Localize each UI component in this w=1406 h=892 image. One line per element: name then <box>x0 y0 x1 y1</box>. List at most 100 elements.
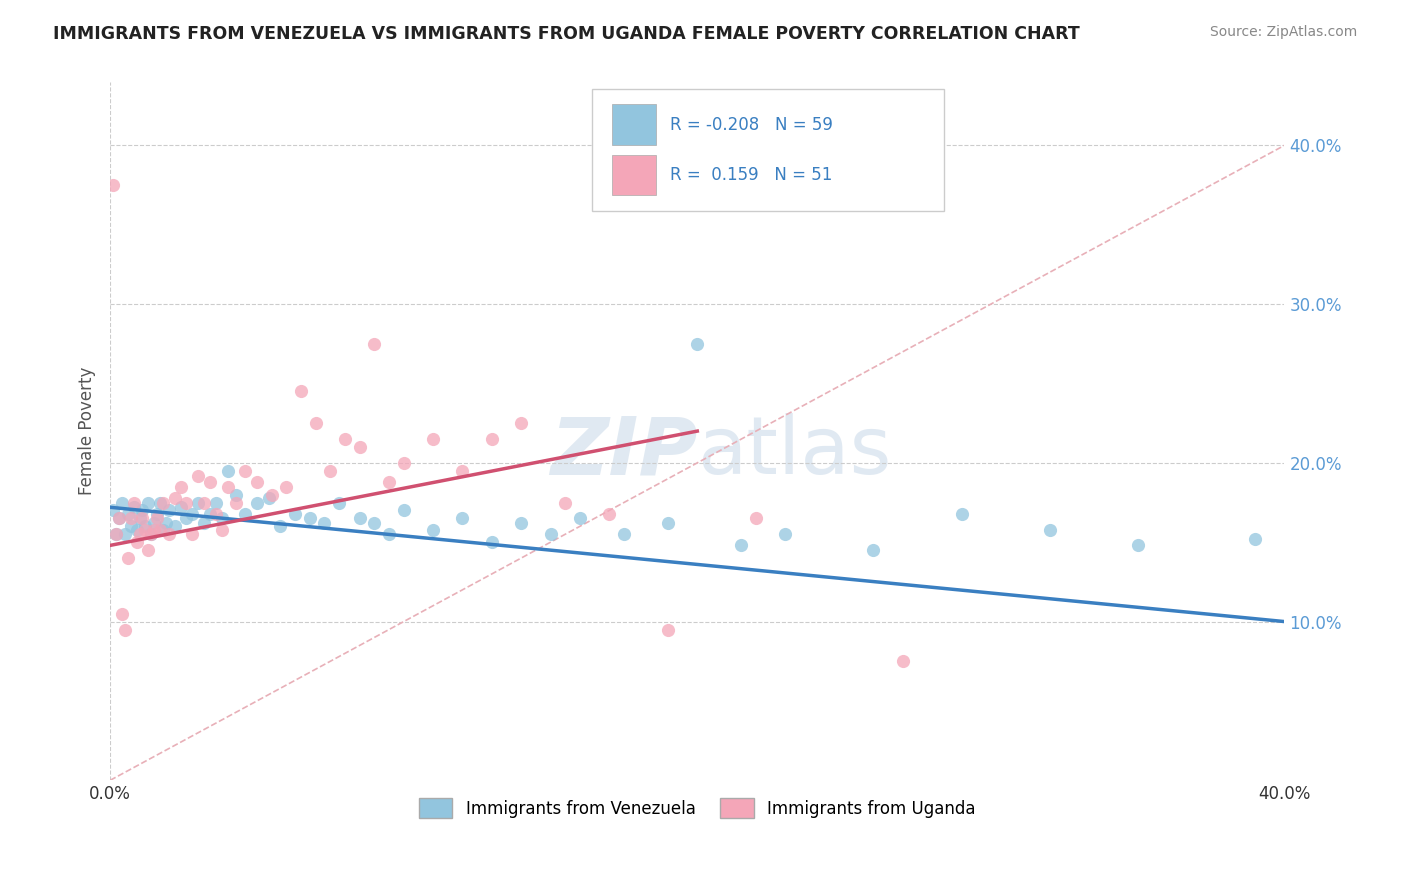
Point <box>143 516 166 531</box>
Point <box>157 527 180 541</box>
Point <box>328 495 350 509</box>
Point <box>205 507 228 521</box>
Point <box>155 516 177 531</box>
Point <box>1244 532 1267 546</box>
Point <box>187 495 209 509</box>
Point <box>298 511 321 525</box>
Point <box>163 491 186 505</box>
Point <box>378 475 401 489</box>
Point <box>554 495 576 509</box>
Point <box>363 336 385 351</box>
Point <box>117 507 139 521</box>
Point <box>363 516 385 531</box>
Point <box>349 511 371 525</box>
Point <box>233 507 256 521</box>
Point <box>217 480 239 494</box>
Point <box>198 475 221 489</box>
Point <box>598 507 620 521</box>
Point <box>613 527 636 541</box>
Point <box>128 527 150 541</box>
Point <box>131 511 153 525</box>
Point <box>108 511 131 525</box>
Point <box>146 511 169 525</box>
Point <box>149 523 172 537</box>
Point <box>730 538 752 552</box>
Point <box>1126 538 1149 552</box>
Point <box>290 384 312 399</box>
Point <box>105 527 128 541</box>
Point <box>211 523 233 537</box>
Point <box>122 495 145 509</box>
Y-axis label: Female Poverty: Female Poverty <box>79 367 96 495</box>
Text: ZIP: ZIP <box>550 413 697 491</box>
Point <box>193 495 215 509</box>
Point <box>1038 523 1060 537</box>
Point <box>284 507 307 521</box>
Point <box>891 654 914 668</box>
Point <box>246 475 269 489</box>
Point <box>120 519 142 533</box>
Point <box>114 527 136 541</box>
Point <box>333 432 356 446</box>
Point <box>422 523 444 537</box>
Point <box>568 511 591 525</box>
Point <box>134 523 156 537</box>
Point <box>211 511 233 525</box>
Point <box>950 507 973 521</box>
Point <box>114 623 136 637</box>
Text: R = -0.208   N = 59: R = -0.208 N = 59 <box>671 116 834 134</box>
Point <box>141 527 163 541</box>
Point <box>510 416 533 430</box>
Point <box>225 487 247 501</box>
Point <box>862 543 884 558</box>
Point <box>152 523 174 537</box>
Point <box>392 456 415 470</box>
Point <box>136 495 159 509</box>
Point <box>217 464 239 478</box>
Legend: Immigrants from Venezuela, Immigrants from Uganda: Immigrants from Venezuela, Immigrants fr… <box>412 792 983 824</box>
Point <box>198 507 221 521</box>
Point <box>187 468 209 483</box>
Point <box>314 516 336 531</box>
Point <box>117 551 139 566</box>
Point <box>131 503 153 517</box>
Point <box>111 607 134 621</box>
Point <box>233 464 256 478</box>
Point <box>257 491 280 505</box>
Point <box>657 516 679 531</box>
Point <box>101 503 124 517</box>
Text: IMMIGRANTS FROM VENEZUELA VS IMMIGRANTS FROM UGANDA FEMALE POVERTY CORRELATION C: IMMIGRANTS FROM VENEZUELA VS IMMIGRANTS … <box>53 25 1080 43</box>
Point <box>260 487 283 501</box>
Point <box>136 543 159 558</box>
FancyBboxPatch shape <box>592 89 943 211</box>
Point <box>276 480 298 494</box>
Point <box>422 432 444 446</box>
Point <box>176 511 198 525</box>
Point <box>128 511 150 525</box>
Point <box>540 527 562 541</box>
Point <box>269 519 291 533</box>
Point <box>657 623 679 637</box>
Point <box>305 416 328 430</box>
Point <box>451 464 474 478</box>
Point <box>181 507 204 521</box>
Point <box>125 523 148 537</box>
Point <box>686 336 709 351</box>
Text: atlas: atlas <box>697 413 891 491</box>
Point <box>146 507 169 521</box>
Point <box>169 500 191 515</box>
Point <box>225 495 247 509</box>
Point <box>181 527 204 541</box>
FancyBboxPatch shape <box>612 104 657 145</box>
Point <box>101 178 124 192</box>
Point <box>149 495 172 509</box>
Point <box>510 516 533 531</box>
Point <box>163 519 186 533</box>
Point <box>108 511 131 525</box>
Point <box>141 527 163 541</box>
Point <box>120 511 142 525</box>
Point <box>134 519 156 533</box>
Point <box>481 535 503 549</box>
Point <box>122 500 145 515</box>
Point <box>157 503 180 517</box>
